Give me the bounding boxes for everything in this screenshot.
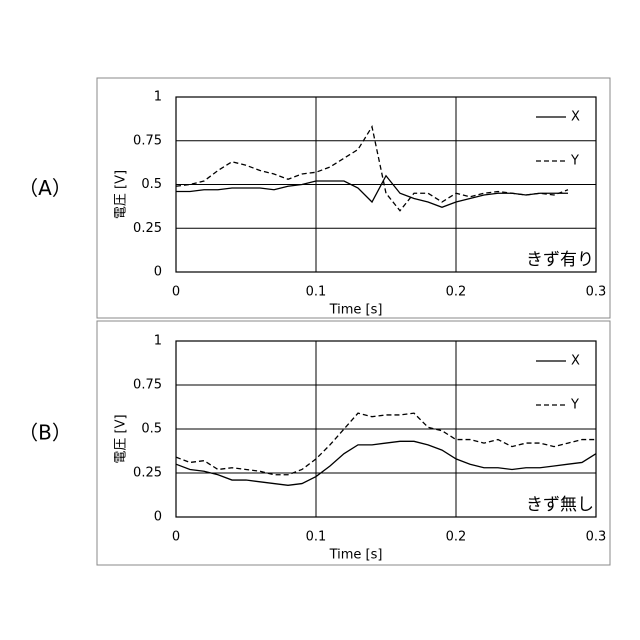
y-tick-label: 0.5 [141,422,162,437]
legend-label: Y [570,398,579,413]
legend-label: X [571,354,580,369]
x-axis-label: Time [s] [329,548,383,563]
x-tick-label: 0.3 [586,530,607,545]
x-tick-label: 0.3 [586,285,607,300]
x-tick-label: 0 [172,285,180,300]
series-line [176,127,568,211]
series-line [176,441,596,485]
x-tick-label: 0.2 [446,530,467,545]
y-tick-label: 0 [154,510,162,525]
panel-label: （A） [18,176,72,200]
panel-label: （B） [18,421,72,445]
legend-label: Y [570,154,579,169]
y-axis-label: 電圧 [V] [114,170,129,219]
x-tick-label: 0 [172,530,180,545]
y-tick-label: 0.25 [133,466,162,481]
panel-frame [97,78,610,318]
x-tick-label: 0.2 [446,285,467,300]
y-tick-label: 1 [154,334,162,349]
figure: （A） 0 0.25 0.5 0.75 1 0 0.1 0.2 0.3 Time [s] 電圧 [V]… [0,0,640,640]
y-tick-label: 0.25 [133,221,162,236]
series-line [176,176,568,208]
y-axis-label: 電圧 [V] [114,414,129,463]
panel-frame [97,321,610,565]
legend-label: X [571,110,580,125]
annotation: きず有り [526,250,594,270]
y-tick-label: 1 [154,90,162,105]
annotation: きず無し [526,495,594,515]
y-tick-label: 0 [154,265,162,280]
series-line [176,413,596,475]
x-axis-label: Time [s] [329,303,383,318]
x-tick-label: 0.1 [306,530,327,545]
y-tick-label: 0.5 [141,177,162,192]
y-tick-label: 0.75 [133,133,162,148]
x-tick-label: 0.1 [306,285,327,300]
y-tick-label: 0.75 [133,378,162,393]
